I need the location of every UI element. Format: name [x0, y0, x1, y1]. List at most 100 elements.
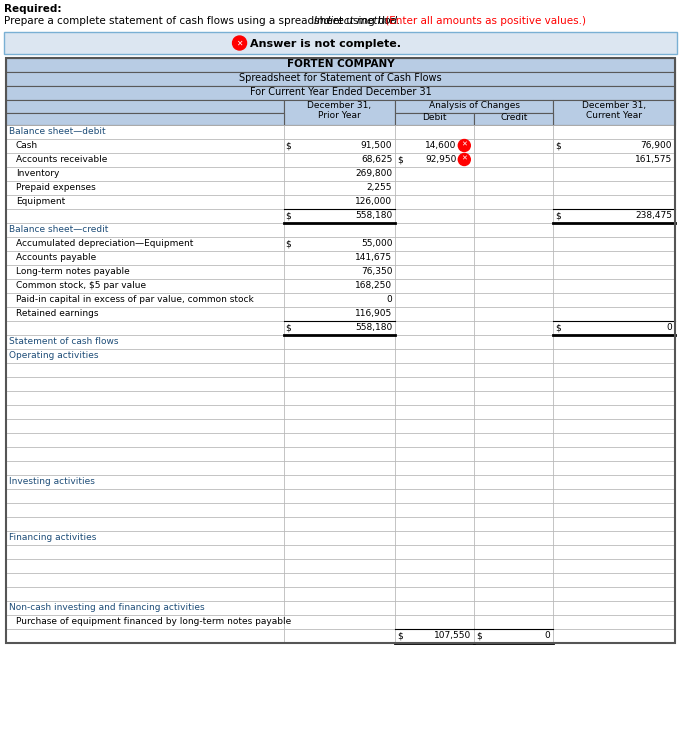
Text: Cash: Cash [16, 141, 38, 150]
Bar [474, 573, 553, 587]
Bar [6, 517, 283, 531]
Bar [6, 209, 283, 223]
Bar [474, 447, 553, 461]
Bar [396, 475, 474, 489]
Text: 92,950: 92,950 [425, 155, 456, 164]
Bar [553, 349, 675, 363]
Bar [474, 265, 553, 279]
Bar [6, 391, 283, 405]
Text: 0: 0 [387, 295, 392, 304]
Bar [6, 251, 283, 265]
Bar [474, 223, 553, 237]
Text: 0: 0 [666, 323, 672, 332]
Bar [6, 489, 283, 503]
Bar [6, 573, 283, 587]
Bar [283, 489, 396, 503]
Bar [396, 531, 474, 545]
Bar [283, 559, 396, 573]
Text: Spreadsheet for Statement of Cash Flows: Spreadsheet for Statement of Cash Flows [239, 73, 442, 83]
Text: Answer is not complete.: Answer is not complete. [249, 39, 400, 49]
Bar [474, 237, 553, 251]
Bar [474, 195, 553, 209]
Circle shape [458, 153, 471, 165]
Bar [396, 195, 474, 209]
Bar [6, 433, 283, 447]
Bar [474, 405, 553, 419]
Bar [474, 363, 553, 377]
Bar [553, 531, 675, 545]
Text: Investing activities: Investing activities [9, 477, 95, 486]
Bar [4, 32, 677, 54]
Bar [396, 181, 474, 195]
Bar [396, 559, 474, 573]
Text: $: $ [476, 631, 482, 640]
Bar [474, 615, 553, 629]
Bar [6, 349, 283, 363]
Bar [396, 265, 474, 279]
Bar [6, 265, 283, 279]
Bar [6, 321, 283, 335]
Bar [283, 265, 396, 279]
Bar [283, 209, 396, 223]
Bar [396, 321, 474, 335]
Bar [553, 195, 675, 209]
Text: Balance sheet—credit: Balance sheet—credit [9, 225, 108, 234]
Text: Purchase of equipment financed by long-term notes payable: Purchase of equipment financed by long-t… [16, 617, 291, 626]
Text: Debit: Debit [423, 113, 447, 122]
Bar [553, 475, 675, 489]
Bar [474, 629, 553, 643]
Bar [553, 517, 675, 531]
Bar [6, 293, 283, 307]
Bar [6, 58, 675, 643]
Bar [474, 503, 553, 517]
Text: Operating activities: Operating activities [9, 351, 99, 360]
Bar [396, 601, 474, 615]
Bar [396, 307, 474, 321]
Text: Equipment: Equipment [16, 197, 65, 206]
Bar [474, 209, 553, 223]
Text: $: $ [285, 141, 291, 150]
Bar [553, 181, 675, 195]
Bar [553, 223, 675, 237]
Bar [283, 363, 396, 377]
Bar [396, 391, 474, 405]
Text: $: $ [397, 155, 403, 164]
Text: 107,550: 107,550 [434, 631, 471, 640]
Bar [396, 377, 474, 391]
Bar [474, 293, 553, 307]
Bar [6, 503, 283, 517]
Bar [396, 405, 474, 419]
Bar [6, 100, 283, 113]
Text: 14,600: 14,600 [425, 141, 456, 150]
Bar [553, 125, 675, 139]
Bar [553, 461, 675, 475]
Text: December 31,
Current Year: December 31, Current Year [582, 101, 646, 120]
Bar [474, 349, 553, 363]
Text: 141,675: 141,675 [355, 253, 392, 262]
Bar [283, 531, 396, 545]
Bar [474, 433, 553, 447]
Bar [553, 293, 675, 307]
Bar [474, 391, 553, 405]
Bar [283, 181, 396, 195]
Bar [474, 153, 553, 167]
Bar [474, 251, 553, 265]
Bar [474, 545, 553, 559]
Text: 55,000: 55,000 [361, 239, 392, 248]
Bar [283, 223, 396, 237]
Bar [283, 335, 396, 349]
Bar [396, 363, 474, 377]
Text: Accumulated depreciation—Equipment: Accumulated depreciation—Equipment [16, 239, 193, 248]
Bar [396, 503, 474, 517]
Text: Financing activities: Financing activities [9, 533, 97, 542]
Bar [396, 125, 474, 139]
Bar [396, 573, 474, 587]
Bar [474, 559, 553, 573]
Bar [553, 237, 675, 251]
Circle shape [458, 140, 471, 152]
Bar [6, 58, 675, 72]
Text: Statement of cash flows: Statement of cash flows [9, 337, 118, 346]
Text: Inventory: Inventory [16, 169, 59, 178]
Bar [283, 475, 396, 489]
Bar [6, 223, 283, 237]
